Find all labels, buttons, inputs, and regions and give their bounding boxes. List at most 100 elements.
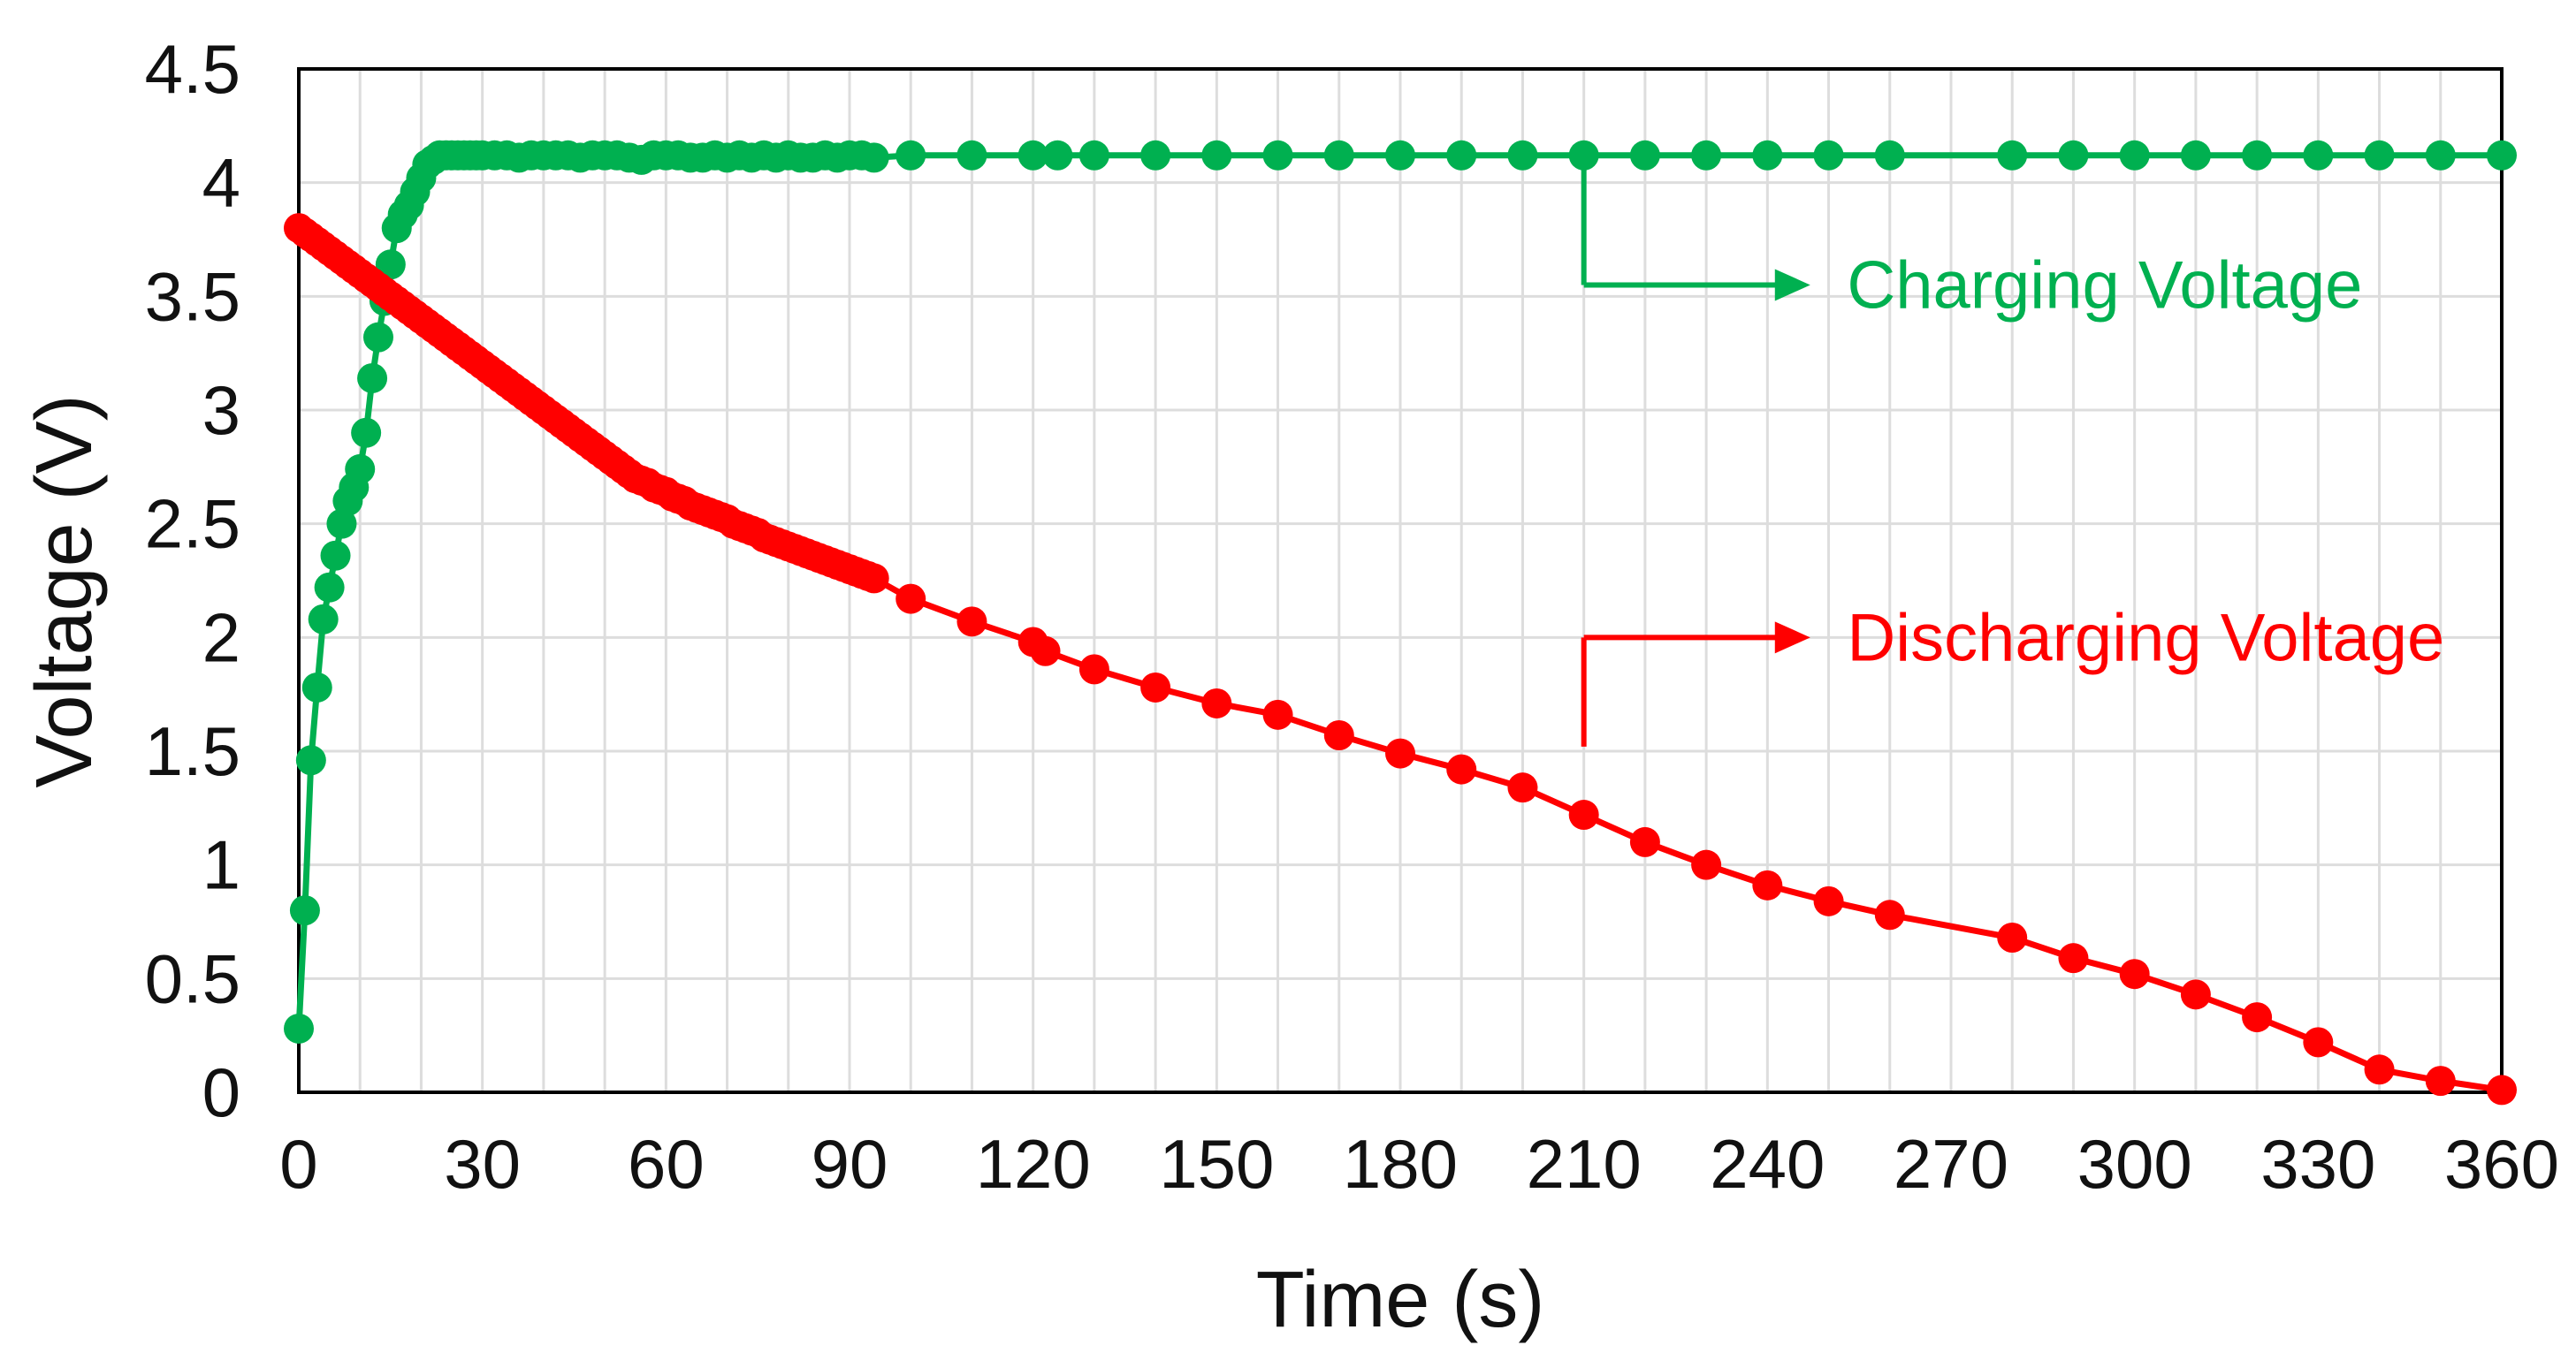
series-layer: [284, 140, 2517, 1106]
data-point-1-109: [1691, 849, 1722, 880]
data-point-0-84: [2180, 140, 2211, 171]
y-tick-label-8: 4: [202, 144, 240, 222]
data-point-1-105: [1446, 754, 1477, 785]
data-point-1-101: [1201, 688, 1232, 718]
axis-layer: Time (s) Voltage (V) 0 30 60 90 120 150 180 210…: [20, 30, 2559, 1344]
data-point-0-15: [375, 249, 406, 280]
x-tick-label-4: 120: [976, 1125, 1091, 1203]
x-axis-label: Time (s): [1256, 1256, 1545, 1344]
data-point-0-63: [896, 140, 926, 171]
data-point-0-62: [858, 142, 889, 173]
data-point-0-88: [2425, 140, 2456, 171]
data-point-0-64: [956, 140, 987, 171]
data-point-0-7: [326, 508, 357, 539]
data-point-0-5: [314, 572, 345, 603]
data-point-1-121: [2487, 1075, 2517, 1106]
discharging-annotation-arrowhead-icon: [1774, 621, 1810, 654]
data-point-0-10: [345, 453, 376, 484]
charging-annotation: Charging Voltage: [1581, 155, 2362, 323]
y-tick-label-6: 3: [202, 371, 240, 449]
annotation-layer: Charging Voltage Discharging Voltage: [1581, 155, 2444, 747]
data-point-0-12: [357, 362, 388, 393]
discharging-annotation: Discharging Voltage: [1581, 600, 2444, 747]
data-point-0-11: [351, 417, 382, 448]
data-point-0-71: [1323, 140, 1354, 171]
x-tick-label-2: 60: [628, 1125, 705, 1203]
data-point-0-73: [1446, 140, 1477, 171]
data-point-1-95: [896, 583, 926, 614]
data-point-0-66: [1042, 140, 1073, 171]
y-tick-label-3: 1.5: [145, 712, 240, 790]
y-tick-label-9: 4.5: [145, 30, 240, 108]
data-point-0-89: [2487, 140, 2517, 171]
data-point-0-85: [2242, 140, 2273, 171]
charging-annotation-arrowhead-icon: [1774, 269, 1810, 301]
data-point-1-110: [1752, 870, 1783, 901]
x-tick-label-7: 210: [1527, 1125, 1642, 1203]
y-tick-label-4: 2: [202, 598, 240, 676]
data-point-0-76: [1629, 140, 1660, 171]
data-point-1-102: [1262, 699, 1293, 730]
data-point-0-74: [1507, 140, 1538, 171]
data-point-1-103: [1323, 719, 1354, 750]
x-tick-label-0: 0: [279, 1125, 317, 1203]
data-point-0-70: [1262, 140, 1293, 171]
data-point-0-78: [1752, 140, 1783, 171]
x-tick-label-10: 300: [2077, 1125, 2192, 1203]
x-tick-label-3: 90: [812, 1125, 888, 1203]
data-point-0-86: [2303, 140, 2334, 171]
data-point-0-77: [1691, 140, 1722, 171]
data-point-1-118: [2303, 1027, 2334, 1058]
data-point-1-98: [1030, 635, 1061, 666]
data-point-1-99: [1078, 654, 1109, 685]
data-point-1-94: [858, 563, 889, 594]
data-point-0-72: [1385, 140, 1415, 171]
y-tick-label-0: 0: [202, 1053, 240, 1131]
data-point-0-68: [1140, 140, 1171, 171]
series-discharging-voltage: [284, 213, 2517, 1106]
data-point-0-4: [308, 604, 339, 635]
plot-frame: [297, 67, 2504, 1094]
data-point-1-119: [2364, 1054, 2395, 1085]
x-tick-label-12: 360: [2444, 1125, 2559, 1203]
data-point-1-115: [2119, 959, 2150, 990]
data-point-0-2: [295, 745, 326, 776]
data-point-1-116: [2180, 979, 2211, 1010]
data-point-1-111: [1813, 885, 1844, 916]
data-point-1-108: [1629, 826, 1660, 857]
data-point-0-65: [1017, 140, 1048, 171]
data-point-0-87: [2364, 140, 2395, 171]
data-point-0-83: [2119, 140, 2150, 171]
data-point-0-80: [1874, 140, 1905, 171]
data-point-1-104: [1385, 738, 1415, 769]
x-tick-label-9: 270: [1894, 1125, 2008, 1203]
series-charging-voltage: [284, 140, 2517, 1044]
data-point-0-69: [1201, 140, 1232, 171]
data-point-0-1: [289, 895, 320, 926]
y-tick-label-2: 1: [202, 826, 240, 904]
data-point-0-81: [1997, 140, 2028, 171]
data-point-0-67: [1078, 140, 1109, 171]
x-tick-label-6: 180: [1343, 1125, 1458, 1203]
data-point-1-112: [1874, 900, 1905, 931]
y-tick-label-5: 2.5: [145, 485, 240, 563]
data-point-1-114: [2058, 943, 2089, 974]
x-tick-label-5: 150: [1159, 1125, 1274, 1203]
data-point-0-3: [301, 672, 332, 703]
data-point-0-82: [2058, 140, 2089, 171]
data-point-1-106: [1507, 772, 1538, 803]
data-point-0-79: [1813, 140, 1844, 171]
x-tick-label-11: 330: [2260, 1125, 2375, 1203]
data-point-1-107: [1568, 800, 1599, 831]
data-point-1-117: [2242, 1002, 2273, 1033]
data-point-1-96: [956, 606, 987, 637]
discharging-annotation-label: Discharging Voltage: [1847, 600, 2444, 675]
y-tick-label-7: 3.5: [145, 257, 240, 335]
x-tick-label-1: 30: [444, 1125, 521, 1203]
x-tick-label-8: 240: [1710, 1125, 1825, 1203]
data-point-1-113: [1997, 923, 2028, 954]
y-axis-label: Voltage (V): [20, 394, 109, 787]
data-point-0-13: [362, 322, 393, 353]
